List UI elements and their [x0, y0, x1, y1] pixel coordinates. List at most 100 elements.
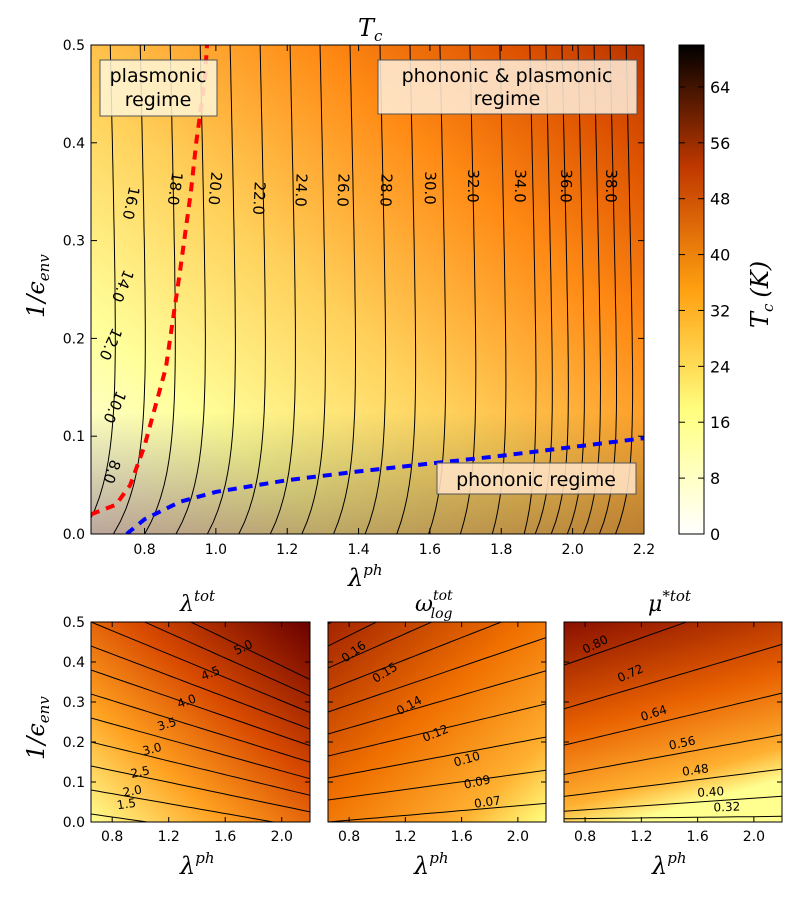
main-contour-line	[566, 45, 585, 534]
sub-contour-label: 3.5	[156, 715, 178, 734]
omega-heatmap-fill	[328, 622, 546, 822]
sub-contour-line	[328, 736, 546, 779]
sub-contour-line	[564, 734, 782, 775]
colorbar-tick-label: 8	[710, 469, 720, 488]
colorbar-tick-label: 40	[710, 246, 730, 265]
annotation-both-line1: phononic & plasmonic	[402, 65, 613, 87]
main-frame	[90, 44, 645, 535]
main-contour-line	[459, 45, 477, 534]
annotation-plasmonic-line2: regime	[125, 89, 192, 111]
sub-contour-label: 4.0	[175, 691, 198, 711]
main-contour-line	[550, 45, 569, 534]
main-xlabel: λph	[347, 561, 382, 592]
sub-contour-line	[91, 693, 310, 763]
main-contour-label: 38.0	[602, 169, 621, 203]
main-ytick-label: 0.1	[63, 429, 85, 445]
mu-title: μ*tot	[648, 587, 692, 617]
main-ytick-label: 0.0	[63, 527, 85, 543]
colorbar-label: Tc(K)	[746, 261, 777, 328]
sub-ytick-label: 0.4	[63, 655, 85, 671]
colorbar-tick-label: 48	[710, 190, 730, 209]
sub-ytick-label: 0.3	[63, 695, 85, 711]
sub-ytick-label: 0.0	[63, 815, 85, 831]
sub-contour-line	[564, 692, 782, 746]
sub-contour-line	[328, 637, 546, 713]
colorbar: 0 8 16 24 32 40 48 56 64 Tc(K)	[678, 44, 777, 544]
sub-contour-line	[91, 717, 310, 780]
lambda-frame	[90, 621, 311, 823]
main-contour-label: 26.0	[333, 173, 352, 207]
main-contour-line	[364, 45, 387, 534]
sub-contour-line	[328, 802, 546, 822]
annotation-phononic-line1: phononic regime	[456, 469, 616, 491]
main-ticks: 0.8 1.0 1.2 1.4 1.6 1.8 2.0 2.2 0.0 0.1 0.2 0.3 0.4 0…	[63, 38, 655, 558]
sub-contour-line	[91, 813, 151, 822]
main-xtick-label: 1.6	[419, 542, 441, 558]
main-contour-line	[428, 45, 447, 534]
colorbar-ticks: 0 8 16 24 32 40 48 56 64	[679, 78, 730, 544]
main-contour-label: 32.0	[464, 169, 483, 203]
main-xtick-label: 1.2	[276, 542, 298, 558]
sub-xtick-label: 0.8	[574, 829, 596, 845]
sub-contour-line	[143, 622, 310, 697]
sub-xtick-label: 1.2	[158, 829, 180, 845]
sub-contour-label: 0.09	[463, 772, 492, 791]
sub-contour-line	[564, 622, 688, 666]
main-contour-line	[269, 45, 296, 534]
sub-contour-line	[91, 622, 310, 713]
sub-xtick-label: 1.2	[630, 829, 652, 845]
sub-contour-label: 1.5	[116, 796, 137, 813]
sub-contour-label: 0.48	[681, 761, 709, 779]
main-heatmap-shade	[91, 45, 644, 534]
phononic-boundary-line	[125, 436, 644, 534]
main-contour-label: 34.0	[511, 169, 530, 203]
sub-xtick-label: 2.0	[507, 829, 529, 845]
omega-contours	[328, 622, 546, 822]
sub-ytick-label: 0.5	[63, 615, 85, 631]
subplot-mu-star: 0.800.720.640.560.480.400.32 0.8 1.2 1.6 2.…	[563, 587, 783, 880]
main-contour-line	[206, 45, 236, 534]
main-contour-line	[301, 45, 327, 534]
sub-contour-label: 2.0	[122, 783, 143, 800]
main-contour-line	[615, 45, 634, 534]
sub-ytick-label: 0.1	[63, 775, 85, 791]
sub-xtick-label: 0.8	[101, 829, 123, 845]
colorbar-tick-label: 64	[710, 78, 730, 97]
sub-contour-line	[328, 769, 546, 801]
mu-xlabel: λph	[651, 849, 686, 880]
sub-contour-line	[91, 669, 310, 747]
main-contour-label: 36.0	[557, 169, 576, 203]
colorbar-gradient	[678, 44, 705, 535]
main-contour-line	[491, 45, 507, 534]
sub-contour-line	[91, 741, 310, 796]
sub-xtick-label: 2.0	[271, 829, 293, 845]
sub-contour-label: 2.5	[129, 763, 151, 781]
mu-contour-labels: 0.800.720.640.560.480.400.32	[580, 632, 740, 814]
main-xtick-label: 0.8	[133, 542, 155, 558]
main-xtick-label: 2.0	[562, 542, 584, 558]
sub-contour-line	[328, 703, 546, 757]
main-title: Tc	[358, 14, 383, 45]
annotation-phononic-regime: phononic regime	[436, 462, 637, 495]
sub-contour-label: 0.32	[713, 800, 740, 815]
sub-contour-label: 0.40	[697, 784, 725, 800]
main-contour-line	[534, 45, 553, 534]
sub-contour-label: 0.07	[473, 793, 501, 811]
subplot-lambda-tot: 1.52.02.53.03.54.04.55.0 0.8 1.2 1.6 2.00.0…	[22, 587, 311, 880]
annotation-plasmonic-regime: plasmonic regime	[99, 59, 218, 117]
main-contour-line	[582, 45, 602, 534]
annotation-plasmonic-line1: plasmonic	[110, 65, 207, 87]
main-contour-line	[91, 45, 116, 520]
mu-contours	[564, 622, 782, 820]
sub-contour-line	[189, 622, 310, 680]
main-contour-line	[598, 45, 617, 534]
sub-contour-line	[328, 622, 433, 669]
mu-ticks: 0.8 1.2 1.6 2.0	[564, 621, 782, 845]
main-contour-line	[333, 45, 356, 534]
annotation-phononic-plasmonic-regime: phononic & plasmonic regime	[377, 59, 638, 115]
sub-contour-label: 4.5	[199, 663, 222, 683]
sub-xtick-label: 1.6	[450, 829, 472, 845]
lambda-xlabel: λph	[179, 849, 214, 880]
main-contour-line	[112, 45, 146, 534]
